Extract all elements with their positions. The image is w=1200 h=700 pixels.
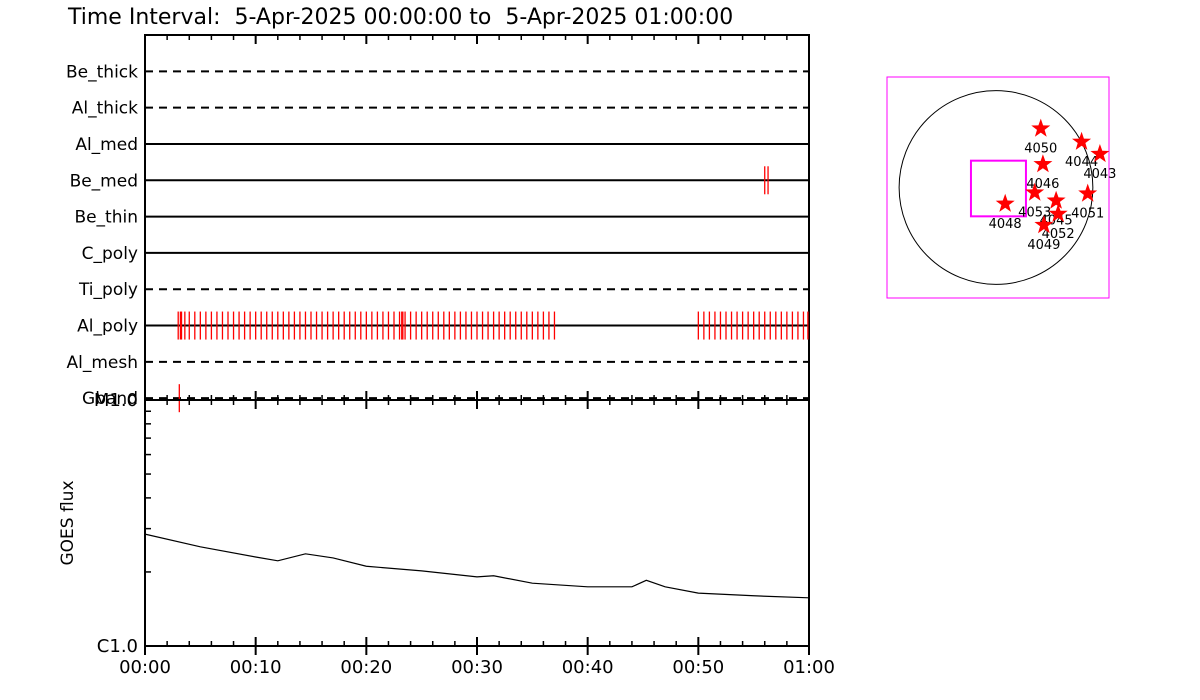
x-tick-label: 00:10 <box>230 657 282 678</box>
active-region-star <box>1034 215 1054 234</box>
fov-box <box>969 159 1027 218</box>
active-region-star <box>1090 144 1110 163</box>
x-tick-label: 00:20 <box>340 657 392 678</box>
active-region-label: 4052 <box>1042 227 1075 242</box>
filter-label: Al_mesh <box>66 353 138 373</box>
active-region-star <box>1046 190 1066 209</box>
filter-label: Al_thick <box>72 99 138 119</box>
panel-frame <box>144 399 810 647</box>
active-region-label: 4050 <box>1024 142 1057 157</box>
filter-label: Be_thick <box>66 62 138 82</box>
active-region-star <box>1033 154 1053 173</box>
active-region-label: 4051 <box>1071 207 1104 222</box>
flux-line <box>144 533 810 599</box>
x-tick-label: 00:40 <box>562 657 614 678</box>
y-tick-label: C1.0 <box>97 636 138 657</box>
active-region-label: 4043 <box>1083 167 1116 182</box>
y-tick-label: M1.0 <box>94 390 138 411</box>
active-region-label: 4053 <box>1018 206 1051 221</box>
active-region-star <box>1025 182 1045 201</box>
active-region-star <box>1072 131 1092 150</box>
filter-label: Gband <box>82 389 138 409</box>
filter-label: C_poly <box>82 244 138 264</box>
solar-limb <box>898 90 1094 285</box>
x-tick-label: 01:00 <box>783 657 835 678</box>
map-frame <box>886 76 1110 299</box>
title: Time Interval: 5-Apr-2025 00:00:00 to 5-… <box>67 5 733 30</box>
x-tick-label: 00:30 <box>451 657 503 678</box>
active-region-label: 4049 <box>1027 238 1060 253</box>
filter-label: Ti_poly <box>78 280 138 300</box>
active-region-star <box>1031 118 1051 137</box>
filter-label: Al_poly <box>77 317 138 337</box>
filter-label: Al_med <box>75 135 138 155</box>
active-region-label: 4044 <box>1065 155 1098 170</box>
active-region-star <box>995 193 1015 212</box>
x-tick-label: 00:50 <box>672 657 724 678</box>
active-region-star <box>1048 203 1068 222</box>
filter-label: Be_thin <box>74 208 138 228</box>
x-tick-label: 00:00 <box>119 657 171 678</box>
active-region-star <box>1078 183 1098 202</box>
filter-label: Be_med <box>70 171 138 191</box>
active-region-label: 4048 <box>989 217 1022 232</box>
y-axis-label: GOES flux <box>58 480 78 565</box>
